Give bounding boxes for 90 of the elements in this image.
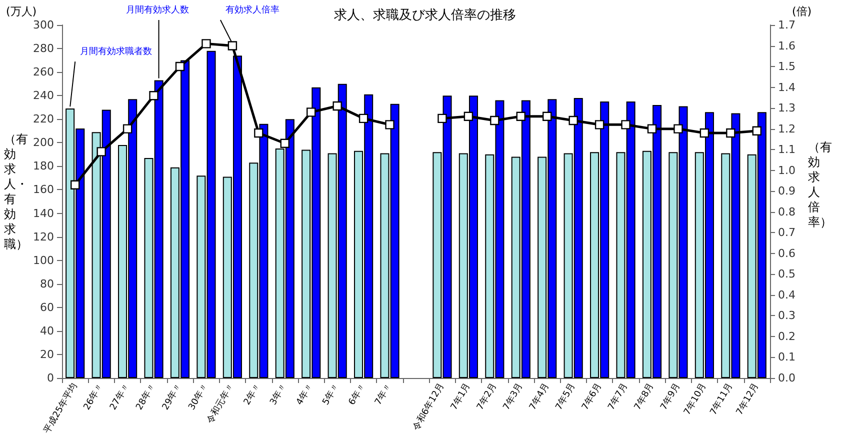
y2-tick-label: 0.8 xyxy=(778,205,796,218)
y-tick-label: 260 xyxy=(33,66,54,79)
y2-tick-label: 0.2 xyxy=(778,330,796,343)
y-tick-label: 140 xyxy=(33,206,54,220)
text: (倍) xyxy=(792,4,812,19)
point xyxy=(175,62,185,72)
point xyxy=(280,138,290,148)
point xyxy=(70,180,80,190)
point xyxy=(490,116,500,126)
chart-title: 求人、求職及び求人倍率の推移 xyxy=(334,7,516,23)
y2-tick-label: 0.9 xyxy=(778,184,796,198)
text: 月間有効求職者数 xyxy=(80,46,152,58)
x-tick-label: 7年9月 xyxy=(658,381,683,412)
x-tick-label: 7年11月 xyxy=(708,381,735,417)
y2-axis-title: （有効求人倍率） xyxy=(808,140,832,230)
x-tick-label: 7年7月 xyxy=(606,381,630,412)
point xyxy=(674,124,683,134)
y2-tick-label: 1.1 xyxy=(778,143,796,156)
y2-tick-label: 1.2 xyxy=(778,122,796,136)
x-tick-label: 7年10月 xyxy=(682,381,709,417)
x-tick-label: 2年〃 xyxy=(242,381,263,408)
point xyxy=(96,147,106,156)
y2-tick-label: 1.4 xyxy=(778,80,796,94)
point xyxy=(594,120,604,130)
x-tick-label: 29年〃 xyxy=(160,381,184,412)
point xyxy=(254,128,264,138)
y2-tick-label: 0.3 xyxy=(778,309,796,322)
x-tick-label: 7年5月 xyxy=(553,381,578,412)
y-tick-label: 300 xyxy=(33,18,54,32)
y-tick-label: 280 xyxy=(33,42,54,56)
y-tick-label: 180 xyxy=(33,160,54,173)
point xyxy=(385,120,394,130)
point xyxy=(306,108,316,117)
x-tick-label: 26年〃 xyxy=(81,381,106,412)
x-tick-label: 7年8月 xyxy=(632,381,656,412)
x-tick-label: 7年6月 xyxy=(580,381,604,412)
y2-tick-label: 0.6 xyxy=(778,246,796,260)
point xyxy=(149,91,158,100)
point xyxy=(464,112,474,121)
y2-tick-label: 0.0 xyxy=(778,372,796,384)
y2-tick-label: 0.5 xyxy=(778,268,796,281)
y2-tick-label: 1.5 xyxy=(778,60,796,74)
y-tick-label: 100 xyxy=(33,254,54,267)
y-tick-label: 220 xyxy=(33,112,54,126)
x-tick-label: 4年〃 xyxy=(294,381,316,408)
point xyxy=(568,116,578,126)
y2-tick-label: 1.7 xyxy=(778,18,796,32)
y-tick-label: 120 xyxy=(33,230,54,244)
y2-tick-label: 1.0 xyxy=(778,164,796,177)
point xyxy=(752,126,762,136)
point xyxy=(726,128,736,138)
y2-tick-label: 0.4 xyxy=(778,288,796,302)
x-tick-label: 5年〃 xyxy=(320,381,342,408)
x-tick-label: 令和6年12月 xyxy=(410,381,447,433)
point xyxy=(438,114,447,124)
x-tick-label: 7年4月 xyxy=(527,381,552,412)
y-tick-label: 60 xyxy=(40,300,54,314)
y-tick-label: 200 xyxy=(33,136,54,150)
point xyxy=(516,112,526,121)
point xyxy=(621,120,630,130)
x-tick-label: 7年2月 xyxy=(474,381,499,412)
point xyxy=(542,112,552,121)
point xyxy=(202,39,211,48)
y2-tick-label: 1.3 xyxy=(778,102,796,115)
x-tick-label: 7年〃 xyxy=(372,381,394,408)
x-tick-label: 7年1月 xyxy=(448,381,473,412)
y-tick-label: 40 xyxy=(40,324,54,338)
y2-tick-label: 0.7 xyxy=(778,226,796,240)
text: 月間有効求人数 xyxy=(126,4,189,16)
y2-tick-label: 0.1 xyxy=(778,350,796,364)
y-tick-label: 160 xyxy=(33,183,54,196)
text: (万人) xyxy=(6,4,37,19)
x-tick-label: 28年〃 xyxy=(134,381,158,412)
point xyxy=(332,101,342,111)
x-tick-label: 6年〃 xyxy=(346,381,368,408)
x-tick-label: 27年〃 xyxy=(108,381,132,412)
y-tick-label: 240 xyxy=(33,89,54,102)
y-tick-label: 20 xyxy=(40,348,54,361)
point xyxy=(122,124,132,134)
point xyxy=(228,41,238,50)
y-tick-label: 80 xyxy=(40,277,54,290)
point xyxy=(647,124,657,134)
point xyxy=(358,114,368,124)
x-tick-label: 7年12月 xyxy=(734,381,762,417)
text: 有効求人倍率 xyxy=(225,4,280,16)
x-tick-label: 3年〃 xyxy=(268,381,290,408)
point xyxy=(700,128,710,138)
y-axis-title: （有効求人・有効求職） xyxy=(4,132,28,252)
y2-tick-label: 1.6 xyxy=(778,39,796,52)
x-tick-label: 7年3月 xyxy=(500,381,526,412)
